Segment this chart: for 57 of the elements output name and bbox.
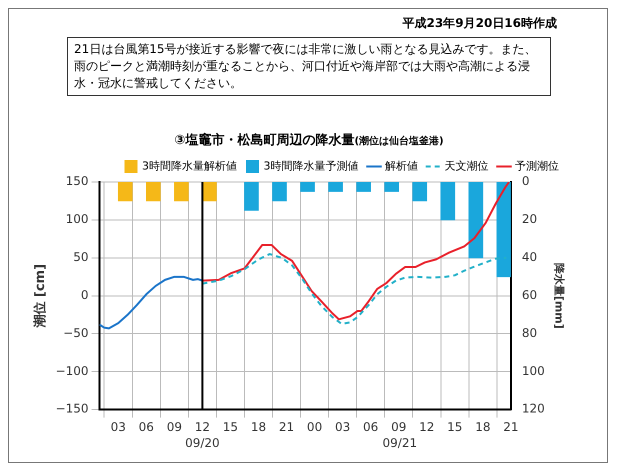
bar bbox=[300, 182, 315, 192]
y-tick-label: 50 bbox=[73, 250, 89, 264]
y-tick-label: −100 bbox=[56, 364, 89, 378]
legend-label: 天文潮位 bbox=[444, 159, 488, 172]
x-tick-label: 09 bbox=[166, 420, 182, 434]
line-series bbox=[201, 253, 508, 325]
text: 21日は台風第15号が接近する影響で夜には非常に激しい雨となる見込みです。また、雨のピークと満潮時刻が重なることから、河口付近や海岸部では大雨や高潮による浸水・冠水に警戒してください。 bbox=[67, 37, 551, 96]
y2-tick-label: 80 bbox=[522, 326, 538, 340]
bar bbox=[356, 182, 371, 192]
bar bbox=[384, 182, 400, 192]
x-tick-label: 18 bbox=[475, 420, 490, 434]
y-tick-label: 0 bbox=[80, 288, 89, 302]
x-tick-label: 18 bbox=[250, 420, 266, 434]
x-tick-label: 03 bbox=[110, 420, 126, 434]
y-tick-label: −50 bbox=[63, 326, 89, 340]
x-tick-label: 12 bbox=[419, 420, 434, 434]
chart-title: ③塩竈市・松島町周辺の降水量 bbox=[174, 133, 354, 148]
x-tick-label: 09 bbox=[391, 420, 406, 434]
y2-tick-label: 100 bbox=[522, 364, 545, 378]
x-tick-label: 06 bbox=[138, 420, 154, 434]
x-tick-label: 15 bbox=[222, 420, 238, 434]
bar bbox=[174, 182, 189, 202]
x-tick-label: 21 bbox=[503, 420, 519, 434]
x-tick-label: 00 bbox=[306, 420, 322, 434]
y2-tick-label: 120 bbox=[522, 402, 545, 416]
text: 平成23年9月20日16時作成 bbox=[402, 15, 557, 32]
y2-tick-label: 40 bbox=[522, 250, 538, 264]
legend-label: 3時間降水量解析値 bbox=[142, 159, 238, 172]
x-tick-label: 12 bbox=[194, 420, 210, 434]
x-tick-label: 06 bbox=[363, 420, 378, 434]
y2-tick-label: 0 bbox=[522, 174, 530, 188]
legend-label: 3時間降水量予測値 bbox=[264, 159, 358, 172]
y-tick-label: −150 bbox=[56, 402, 89, 416]
bar bbox=[272, 182, 287, 202]
y-tick-label: 100 bbox=[66, 212, 89, 226]
x-tick-label: 15 bbox=[447, 420, 462, 434]
legend-label: 予測潮位 bbox=[515, 159, 559, 172]
text: 09/20 bbox=[185, 436, 220, 450]
y-tick-label: 150 bbox=[66, 174, 89, 188]
legend-label: 解析値 bbox=[385, 159, 418, 172]
bar bbox=[468, 182, 484, 258]
y-axis-title: 潮位 [cm] bbox=[33, 264, 48, 329]
text: 09/21 bbox=[382, 436, 418, 450]
x-tick-label: 03 bbox=[334, 420, 350, 434]
bar bbox=[328, 182, 343, 192]
bar bbox=[244, 182, 259, 211]
bar bbox=[440, 182, 456, 220]
bar bbox=[496, 182, 511, 278]
chart-subtitle: (潮位は仙台塩釜港) bbox=[354, 136, 444, 147]
y2-tick-label: 20 bbox=[522, 212, 538, 226]
y2-tick-label: 60 bbox=[522, 288, 538, 302]
bar bbox=[202, 182, 217, 202]
bar bbox=[412, 182, 428, 202]
bar bbox=[118, 182, 133, 202]
y2-axis-title: 降水量[mm] bbox=[552, 262, 566, 329]
bar bbox=[146, 182, 161, 202]
x-tick-label: 21 bbox=[278, 420, 294, 434]
